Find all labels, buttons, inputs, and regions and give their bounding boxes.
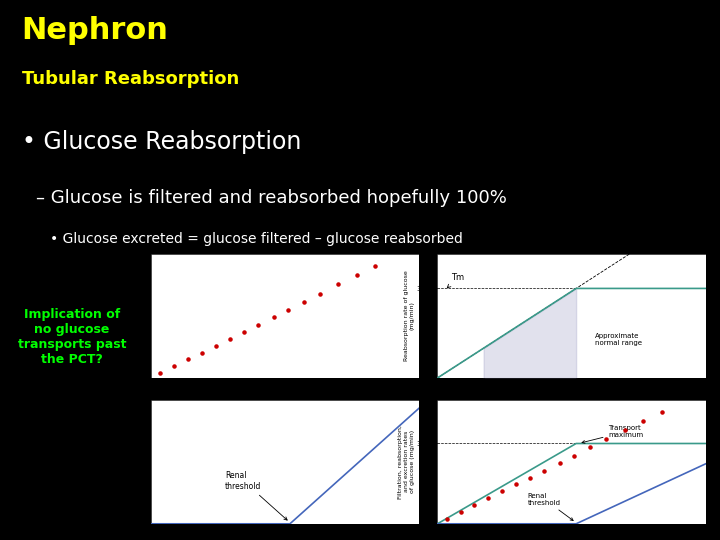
Point [314,289,325,298]
Point [155,369,166,377]
Point [224,334,235,343]
Y-axis label: Excretion rate of glucose
(mg/min): Excretion rate of glucose (mg/min) [139,422,150,501]
X-axis label: Plasma glucose (mg/100 mL plasma): Plasma glucose (mg/100 mL plasma) [215,394,356,403]
Text: Tm: Tm [447,273,464,288]
Text: Implication of
no glucose
transports past
the PCT?: Implication of no glucose transports pas… [18,308,126,366]
Text: (b): (b) [564,405,578,415]
Y-axis label: Filtration, reabsorption,
and excretion rates
of glucose (mg/min): Filtration, reabsorption, and excretion … [398,425,415,498]
Point [637,416,649,425]
Text: • Glucose Reabsorption: • Glucose Reabsorption [22,130,301,153]
Point [469,501,480,510]
Point [524,473,536,482]
X-axis label: Plasma glucose (mg/100 mL plasma): Plasma glucose (mg/100 mL plasma) [500,394,642,403]
Point [441,515,452,523]
Y-axis label: Filtration rate of glucose
(mg/min): Filtration rate of glucose (mg/min) [139,278,150,354]
Point [619,426,631,435]
Point [455,508,467,517]
Point [298,298,310,306]
Point [268,313,279,321]
Text: Renal
threshold: Renal threshold [225,471,287,520]
Y-axis label: Reabsorption rate of glucose
(mg/min): Reabsorption rate of glucose (mg/min) [404,271,415,361]
Text: Nephron: Nephron [22,16,168,45]
Point [600,435,612,444]
Point [252,320,264,329]
Point [554,458,566,467]
Text: Tubular Reabsorption: Tubular Reabsorption [22,70,239,88]
Point [210,341,222,350]
Point [656,407,667,416]
Point [282,306,293,314]
Point [369,261,381,270]
Text: • Glucose excreted = glucose filtered – glucose reabsorbed: • Glucose excreted = glucose filtered – … [50,232,463,246]
Point [238,327,249,336]
Point [351,271,363,279]
Point [568,451,580,460]
Point [538,466,549,475]
Text: Approximate
normal range: Approximate normal range [595,333,642,346]
Point [496,487,508,496]
Text: Transport
maximum: Transport maximum [582,425,644,443]
Point [510,480,522,489]
Point [584,443,595,452]
Point [197,348,208,357]
Point [482,494,494,503]
Text: Renal
threshold: Renal threshold [528,492,573,521]
Text: (a): (a) [279,405,292,415]
Text: – Glucose is filtered and reabsorbed hopefully 100%: – Glucose is filtered and reabsorbed hop… [36,189,507,207]
Point [168,362,180,371]
Point [333,280,344,289]
Point [182,355,194,364]
